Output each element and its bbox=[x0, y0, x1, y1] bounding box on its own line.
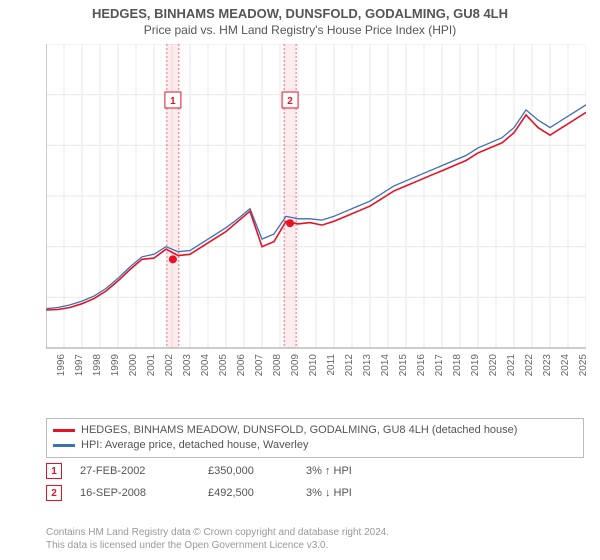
svg-text:1999: 1999 bbox=[110, 354, 121, 377]
svg-text:1996: 1996 bbox=[56, 354, 67, 377]
svg-text:1995: 1995 bbox=[46, 354, 49, 377]
chart-subtitle: Price paid vs. HM Land Registry's House … bbox=[0, 21, 600, 41]
legend-swatch-subject bbox=[53, 429, 75, 432]
svg-text:2005: 2005 bbox=[218, 354, 229, 377]
footer: Contains HM Land Registry data © Crown c… bbox=[46, 526, 389, 552]
svg-text:2024: 2024 bbox=[560, 354, 571, 377]
svg-text:2007: 2007 bbox=[254, 354, 265, 377]
legend-label-hpi: HPI: Average price, detached house, Wave… bbox=[81, 438, 308, 453]
svg-text:2000: 2000 bbox=[128, 354, 139, 377]
svg-text:2002: 2002 bbox=[164, 354, 175, 377]
svg-text:2013: 2013 bbox=[362, 354, 373, 377]
svg-text:2021: 2021 bbox=[506, 354, 517, 377]
svg-text:2003: 2003 bbox=[182, 354, 193, 377]
chart-container: HEDGES, BINHAMS MEADOW, DUNSFOLD, GODALM… bbox=[0, 0, 600, 560]
price-chart: £0£200K£400K£600K£800K£1M£1.2M1995199619… bbox=[46, 44, 586, 384]
sale-change-2: 3% ↓ HPI bbox=[306, 487, 386, 499]
svg-text:2015: 2015 bbox=[398, 354, 409, 377]
sale-date-2: 16-SEP-2008 bbox=[80, 487, 190, 499]
legend-row-hpi: HPI: Average price, detached house, Wave… bbox=[53, 438, 577, 453]
legend-row-subject: HEDGES, BINHAMS MEADOW, DUNSFOLD, GODALM… bbox=[53, 423, 577, 438]
svg-text:2010: 2010 bbox=[308, 354, 319, 377]
legend-swatch-hpi bbox=[53, 444, 75, 447]
legend: HEDGES, BINHAMS MEADOW, DUNSFOLD, GODALM… bbox=[46, 418, 584, 458]
svg-text:2011: 2011 bbox=[326, 354, 337, 376]
sale-marker-2: 2 bbox=[46, 485, 62, 501]
sale-price-2: £492,500 bbox=[208, 487, 288, 499]
svg-text:2019: 2019 bbox=[470, 354, 481, 377]
sale-date-1: 27-FEB-2002 bbox=[80, 465, 190, 477]
footer-line-2: This data is licensed under the Open Gov… bbox=[46, 539, 389, 552]
svg-text:1997: 1997 bbox=[74, 354, 85, 377]
svg-text:2009: 2009 bbox=[290, 354, 301, 377]
sale-marker-1: 1 bbox=[46, 463, 62, 479]
svg-text:2017: 2017 bbox=[434, 354, 445, 377]
svg-text:1: 1 bbox=[170, 96, 176, 107]
sale-change-1: 3% ↑ HPI bbox=[306, 465, 386, 477]
svg-text:2001: 2001 bbox=[146, 354, 157, 377]
chart-title: HEDGES, BINHAMS MEADOW, DUNSFOLD, GODALM… bbox=[0, 0, 600, 21]
svg-text:2014: 2014 bbox=[380, 354, 391, 377]
sales-table: 1 27-FEB-2002 £350,000 3% ↑ HPI 2 16-SEP… bbox=[46, 460, 386, 504]
svg-text:2006: 2006 bbox=[236, 354, 247, 377]
svg-text:2: 2 bbox=[287, 96, 293, 107]
svg-text:2020: 2020 bbox=[488, 354, 499, 377]
svg-text:2022: 2022 bbox=[524, 354, 535, 377]
svg-text:2025: 2025 bbox=[578, 354, 586, 377]
legend-label-subject: HEDGES, BINHAMS MEADOW, DUNSFOLD, GODALM… bbox=[81, 423, 517, 438]
sales-row-1: 1 27-FEB-2002 £350,000 3% ↑ HPI bbox=[46, 460, 386, 482]
sales-row-2: 2 16-SEP-2008 £492,500 3% ↓ HPI bbox=[46, 482, 386, 504]
footer-line-1: Contains HM Land Registry data © Crown c… bbox=[46, 526, 389, 539]
svg-text:1998: 1998 bbox=[92, 354, 103, 377]
sale-price-1: £350,000 bbox=[208, 465, 288, 477]
svg-text:2023: 2023 bbox=[542, 354, 553, 377]
svg-text:2004: 2004 bbox=[200, 354, 211, 377]
svg-text:2012: 2012 bbox=[344, 354, 355, 377]
svg-text:2018: 2018 bbox=[452, 354, 463, 377]
svg-text:2008: 2008 bbox=[272, 354, 283, 377]
svg-text:2016: 2016 bbox=[416, 354, 427, 377]
